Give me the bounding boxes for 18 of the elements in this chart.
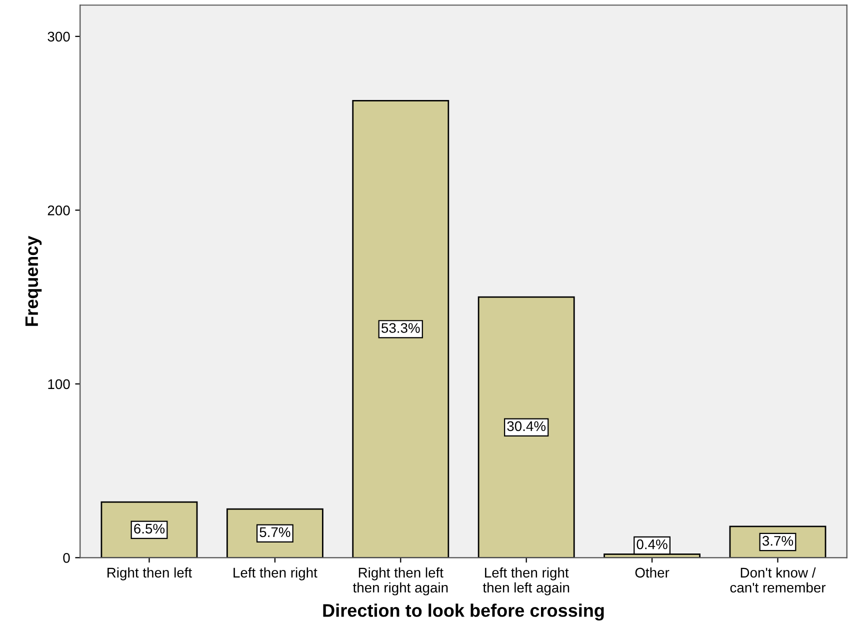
x-tick-label: Other: [635, 567, 670, 578]
x-tick-label: Left then right: [234, 567, 318, 580]
annotation: 5.7%: [260, 527, 290, 538]
annotation: 30.4%: [507, 421, 546, 432]
x-tick-label: Don't know / can't remember: [730, 567, 826, 593]
annotation: 3.7%: [762, 536, 794, 546]
y-tick-label: 0: [63, 553, 70, 563]
x-tick-label: Right then left: [108, 567, 192, 580]
y-axis-title: Frequency: [25, 236, 42, 326]
y-tick-label: 200: [48, 205, 70, 216]
x-tick-label: Right then left then right again: [352, 567, 448, 596]
annotation: 53.3%: [382, 323, 420, 333]
y-tick-label: 300: [48, 32, 70, 42]
annotation: 0.4%: [636, 539, 668, 550]
annotation: 6.5%: [134, 524, 165, 534]
x-tick-label: Left then right then left again: [482, 567, 570, 596]
x-axis-title: Direction to look before crossing: [323, 604, 604, 621]
y-tick-label: 100: [48, 379, 70, 390]
